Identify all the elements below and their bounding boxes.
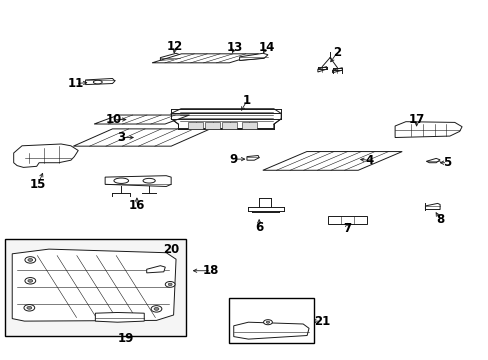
Text: 14: 14 <box>258 41 274 54</box>
Polygon shape <box>94 115 189 124</box>
Ellipse shape <box>93 80 102 84</box>
Text: 11: 11 <box>67 77 84 90</box>
Text: 19: 19 <box>118 332 134 345</box>
Ellipse shape <box>142 179 155 183</box>
Polygon shape <box>233 322 308 339</box>
Text: 6: 6 <box>255 221 263 234</box>
Text: 7: 7 <box>343 222 350 235</box>
Polygon shape <box>205 122 220 129</box>
Polygon shape <box>85 78 115 85</box>
Text: 12: 12 <box>166 40 183 53</box>
Polygon shape <box>317 67 326 72</box>
Polygon shape <box>73 129 210 146</box>
Ellipse shape <box>27 306 32 309</box>
Polygon shape <box>188 122 203 129</box>
Polygon shape <box>239 53 267 60</box>
Polygon shape <box>246 156 259 160</box>
Polygon shape <box>263 152 401 170</box>
Text: 1: 1 <box>243 94 250 107</box>
Text: 4: 4 <box>365 154 372 167</box>
Ellipse shape <box>151 306 162 312</box>
Polygon shape <box>12 249 176 321</box>
Text: 2: 2 <box>333 46 341 59</box>
Text: 13: 13 <box>226 41 243 54</box>
Text: 10: 10 <box>105 113 122 126</box>
Text: 21: 21 <box>313 315 329 328</box>
Ellipse shape <box>25 257 36 263</box>
Text: 17: 17 <box>407 113 424 126</box>
Polygon shape <box>425 203 439 210</box>
Polygon shape <box>105 176 171 186</box>
Ellipse shape <box>263 320 272 325</box>
Polygon shape <box>146 266 165 273</box>
Ellipse shape <box>165 282 175 287</box>
Text: 5: 5 <box>443 156 450 169</box>
Text: 8: 8 <box>435 213 443 226</box>
Polygon shape <box>222 122 237 129</box>
Polygon shape <box>152 54 258 63</box>
Polygon shape <box>14 144 78 167</box>
Ellipse shape <box>28 279 33 282</box>
Polygon shape <box>242 122 256 129</box>
Polygon shape <box>394 122 461 138</box>
Bar <box>5 239 185 336</box>
Text: 15: 15 <box>30 178 46 191</box>
Text: 3: 3 <box>117 131 125 144</box>
Ellipse shape <box>265 321 269 323</box>
Text: 16: 16 <box>128 199 145 212</box>
Polygon shape <box>95 312 144 322</box>
Ellipse shape <box>25 278 36 284</box>
Ellipse shape <box>24 305 35 311</box>
Ellipse shape <box>154 307 159 310</box>
Polygon shape <box>327 216 366 224</box>
Ellipse shape <box>114 178 128 184</box>
Ellipse shape <box>28 258 33 261</box>
Text: 18: 18 <box>203 264 219 277</box>
Polygon shape <box>332 68 342 73</box>
Polygon shape <box>160 53 180 60</box>
Bar <box>228 298 314 343</box>
Polygon shape <box>426 158 439 163</box>
Polygon shape <box>171 109 281 129</box>
Text: 9: 9 <box>229 153 237 166</box>
Ellipse shape <box>168 283 172 286</box>
Text: 20: 20 <box>163 243 179 256</box>
